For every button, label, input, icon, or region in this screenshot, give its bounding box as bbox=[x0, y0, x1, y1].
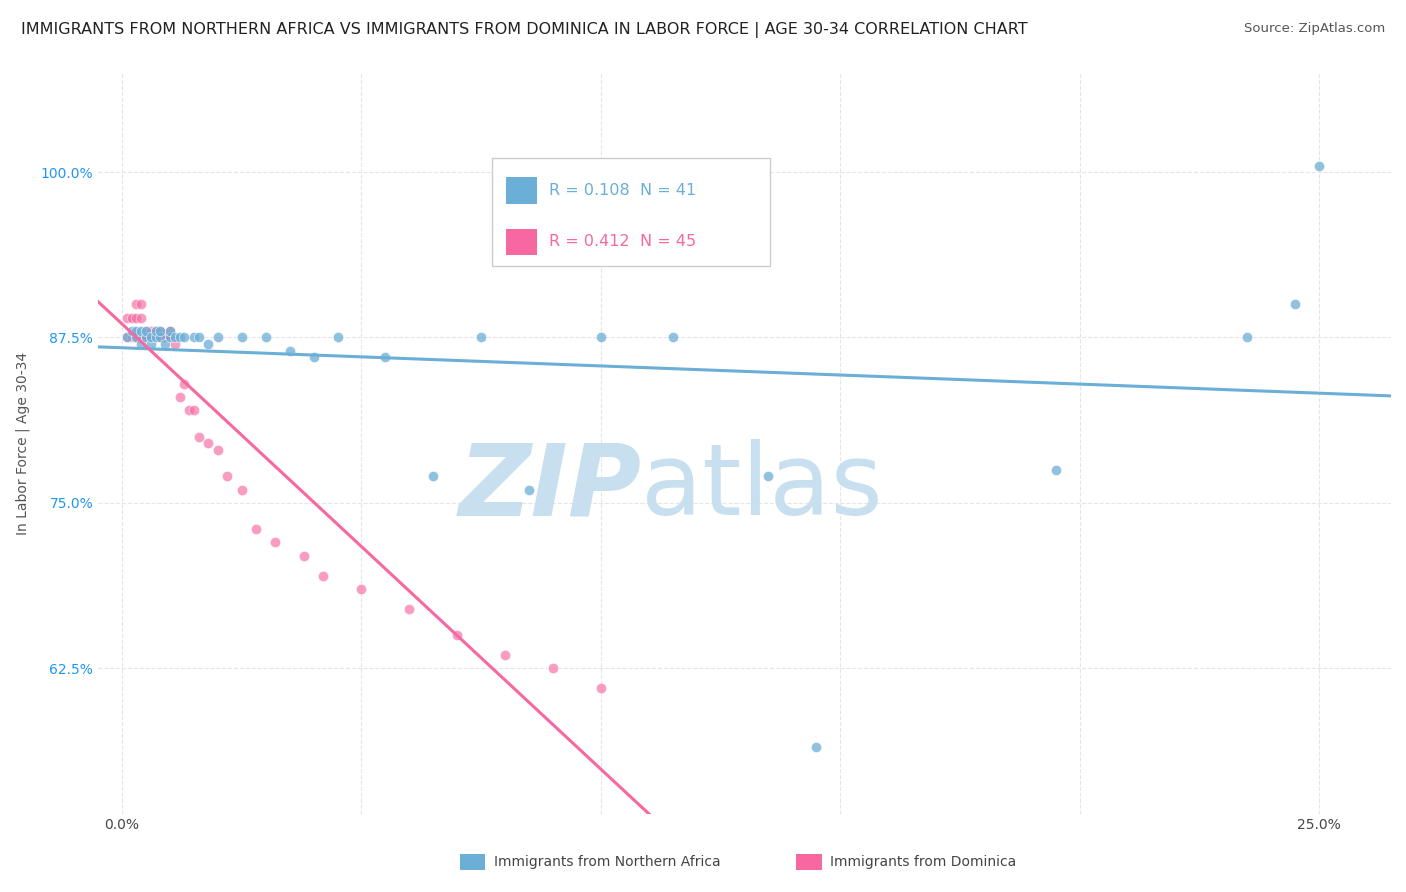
Point bbox=[589, 681, 612, 695]
Point bbox=[177, 403, 200, 417]
Point bbox=[207, 442, 229, 457]
Point bbox=[169, 390, 191, 404]
Point bbox=[163, 330, 186, 344]
Point bbox=[231, 330, 253, 344]
Point bbox=[153, 330, 176, 344]
Point bbox=[125, 330, 148, 344]
Point bbox=[129, 330, 152, 344]
Point bbox=[149, 330, 172, 344]
Point bbox=[374, 351, 396, 365]
Point bbox=[159, 330, 181, 344]
Point bbox=[125, 297, 148, 311]
Text: ZIP: ZIP bbox=[458, 439, 641, 536]
Point bbox=[129, 310, 152, 325]
Point bbox=[517, 483, 540, 497]
Point bbox=[159, 324, 181, 338]
Point bbox=[183, 330, 205, 344]
Point bbox=[145, 324, 167, 338]
Point bbox=[159, 324, 181, 338]
Text: N = 41: N = 41 bbox=[640, 183, 696, 198]
Point bbox=[145, 330, 167, 344]
Point bbox=[129, 297, 152, 311]
Point bbox=[278, 343, 301, 358]
Text: atlas: atlas bbox=[641, 439, 883, 536]
Point bbox=[589, 330, 612, 344]
Point bbox=[1236, 330, 1258, 344]
Point bbox=[661, 330, 683, 344]
Point bbox=[115, 330, 138, 344]
Text: Immigrants from Dominica: Immigrants from Dominica bbox=[830, 855, 1017, 869]
Point bbox=[145, 324, 167, 338]
Point bbox=[125, 310, 148, 325]
Point bbox=[197, 337, 219, 351]
Point bbox=[149, 324, 172, 338]
Point bbox=[312, 568, 335, 582]
Point bbox=[135, 324, 157, 338]
Point bbox=[115, 330, 138, 344]
Point bbox=[470, 330, 492, 344]
Point bbox=[197, 436, 219, 450]
Point bbox=[121, 324, 143, 338]
Point bbox=[169, 330, 191, 344]
Point bbox=[129, 324, 152, 338]
Point bbox=[173, 376, 195, 391]
Point bbox=[292, 549, 315, 563]
Point bbox=[350, 582, 373, 596]
Point bbox=[139, 330, 162, 344]
Point bbox=[149, 324, 172, 338]
Text: IMMIGRANTS FROM NORTHERN AFRICA VS IMMIGRANTS FROM DOMINICA IN LABOR FORCE | AGE: IMMIGRANTS FROM NORTHERN AFRICA VS IMMIG… bbox=[21, 22, 1028, 38]
Point bbox=[302, 351, 325, 365]
Point bbox=[231, 483, 253, 497]
Point bbox=[494, 648, 516, 662]
Point bbox=[163, 337, 186, 351]
Y-axis label: In Labor Force | Age 30-34: In Labor Force | Age 30-34 bbox=[15, 351, 30, 535]
Point bbox=[758, 469, 780, 483]
Point bbox=[139, 337, 162, 351]
Point bbox=[121, 310, 143, 325]
Point bbox=[145, 330, 167, 344]
Point bbox=[139, 330, 162, 344]
Point bbox=[1284, 297, 1306, 311]
Point bbox=[135, 330, 157, 344]
Point bbox=[422, 469, 444, 483]
Text: R = 0.108: R = 0.108 bbox=[548, 183, 630, 198]
Point bbox=[541, 661, 564, 675]
Point bbox=[115, 310, 138, 325]
Point bbox=[217, 469, 239, 483]
Point bbox=[139, 330, 162, 344]
Text: Source: ZipAtlas.com: Source: ZipAtlas.com bbox=[1244, 22, 1385, 36]
Point bbox=[326, 330, 349, 344]
Point bbox=[159, 330, 181, 344]
Point bbox=[446, 628, 468, 642]
Text: Immigrants from Northern Africa: Immigrants from Northern Africa bbox=[494, 855, 720, 869]
Point bbox=[125, 330, 148, 344]
Point bbox=[135, 330, 157, 344]
Point bbox=[398, 601, 420, 615]
Point bbox=[153, 337, 176, 351]
Point bbox=[135, 330, 157, 344]
Point bbox=[183, 403, 205, 417]
Point bbox=[135, 324, 157, 338]
Point bbox=[1308, 159, 1330, 173]
Point bbox=[149, 330, 172, 344]
Text: R = 0.412: R = 0.412 bbox=[548, 235, 630, 250]
Point bbox=[254, 330, 277, 344]
Point bbox=[145, 330, 167, 344]
Point bbox=[245, 522, 267, 536]
Point bbox=[139, 324, 162, 338]
Point bbox=[207, 330, 229, 344]
Point bbox=[264, 535, 287, 549]
Point bbox=[129, 337, 152, 351]
Point bbox=[121, 330, 143, 344]
Point bbox=[153, 330, 176, 344]
Point bbox=[187, 430, 209, 444]
Text: N = 45: N = 45 bbox=[640, 235, 696, 250]
Point bbox=[1045, 463, 1067, 477]
Point bbox=[173, 330, 195, 344]
Point bbox=[125, 324, 148, 338]
Point bbox=[187, 330, 209, 344]
Point bbox=[806, 740, 828, 755]
